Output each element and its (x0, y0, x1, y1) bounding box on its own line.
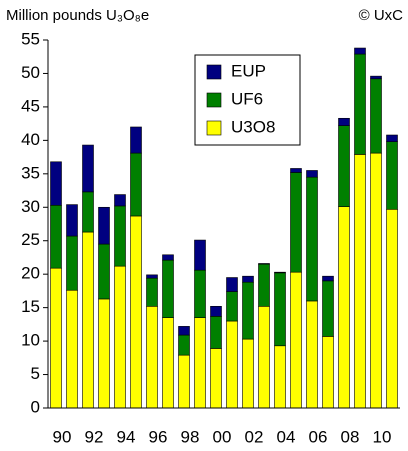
bar-segment (370, 75, 382, 80)
bar-segment (386, 134, 398, 143)
y-tick-label: 20 (21, 264, 40, 283)
x-tick-label: 92 (85, 427, 104, 446)
bar-segment (162, 254, 174, 261)
bar-segment (66, 204, 78, 237)
bar-segment (82, 144, 94, 193)
bar-segment (178, 354, 190, 409)
bar-segment (386, 208, 398, 409)
legend-swatch (206, 92, 222, 108)
x-tick-label: 10 (373, 427, 392, 446)
bar-segment (178, 326, 190, 336)
bar-segment (130, 215, 142, 409)
y-tick-label: 40 (21, 130, 40, 149)
y-tick-label: 5 (31, 364, 40, 383)
bar-segment (290, 271, 302, 409)
y-tick-label: 45 (21, 96, 40, 115)
bar-segment (354, 154, 366, 409)
bar-segment (370, 78, 382, 154)
bar-segment (210, 316, 222, 349)
chart-subtitle: Million pounds U₃O₈e (6, 7, 149, 24)
bar-segment (98, 298, 110, 409)
bar-segment (338, 125, 350, 207)
bar-segment (354, 53, 366, 155)
bar-segment (370, 152, 382, 409)
bar-segment (226, 291, 238, 322)
bar-segment (306, 300, 318, 409)
x-tick-label: 96 (149, 427, 168, 446)
bar-segment (114, 205, 126, 267)
bar-segment (82, 191, 94, 233)
bar-segment (338, 206, 350, 409)
y-tick-label: 15 (21, 297, 40, 316)
bar-segment (194, 239, 206, 271)
bar-segment (226, 320, 238, 409)
bar-segment (66, 289, 78, 409)
x-tick-label: 00 (213, 427, 232, 446)
legend-label: UF6 (231, 89, 263, 108)
bar-segment (146, 277, 158, 307)
bar-segment (194, 269, 206, 318)
bar-segment (354, 47, 366, 55)
bar-segment (50, 161, 62, 206)
bar-segment (322, 280, 334, 337)
bar-segment (322, 336, 334, 409)
legend-label: U3O8 (231, 117, 275, 136)
bar-segment (114, 194, 126, 207)
bar-segment (146, 274, 158, 279)
bar-segment (50, 204, 62, 269)
bar-segment (130, 126, 142, 154)
bar-segment (194, 317, 206, 409)
bar-segment (98, 206, 110, 245)
bar-segment (50, 267, 62, 409)
y-tick-label: 0 (31, 397, 40, 416)
bar-segment (226, 277, 238, 292)
bar-segment (162, 259, 174, 318)
legend-swatch (206, 64, 222, 80)
bar-segment (242, 281, 254, 340)
x-tick-label: 90 (53, 427, 72, 446)
bar-segment (258, 263, 270, 265)
bar-segment (322, 275, 334, 282)
bar-segment (210, 348, 222, 409)
x-tick-label: 02 (245, 427, 264, 446)
legend-label: EUP (231, 61, 266, 80)
bar-segment (306, 170, 318, 178)
bar-segment (242, 275, 254, 283)
bar-segment (82, 231, 94, 409)
bar-segment (178, 334, 190, 356)
bar-segment (146, 305, 158, 409)
y-tick-label: 55 (21, 29, 40, 48)
bar-segment (98, 243, 110, 300)
legend-swatch (206, 120, 222, 136)
bar-segment (290, 172, 302, 273)
bar-segment (258, 263, 270, 307)
y-tick-label: 25 (21, 230, 40, 249)
bar-segment (114, 265, 126, 409)
x-tick-label: 04 (277, 427, 296, 446)
y-tick-label: 50 (21, 63, 40, 82)
y-tick-label: 30 (21, 197, 40, 216)
y-tick-label: 10 (21, 331, 40, 350)
bar-segment (66, 235, 78, 291)
bar-segment (162, 317, 174, 409)
bar-segment (130, 152, 142, 217)
bar-segment (210, 305, 222, 317)
bar-segment (386, 141, 398, 210)
x-tick-label: 06 (309, 427, 328, 446)
bar-segment (258, 305, 270, 409)
x-tick-label: 08 (341, 427, 360, 446)
bar-segment (242, 338, 254, 409)
copyright: © UxC (359, 7, 404, 24)
x-tick-label: 94 (117, 427, 136, 446)
bar-segment (274, 271, 286, 274)
bar-segment (338, 117, 350, 126)
x-tick-label: 98 (181, 427, 200, 446)
bar-segment (290, 168, 302, 173)
y-tick-label: 35 (21, 163, 40, 182)
bar-segment (274, 345, 286, 409)
bar-segment (306, 176, 318, 302)
bar-segment (274, 272, 286, 347)
